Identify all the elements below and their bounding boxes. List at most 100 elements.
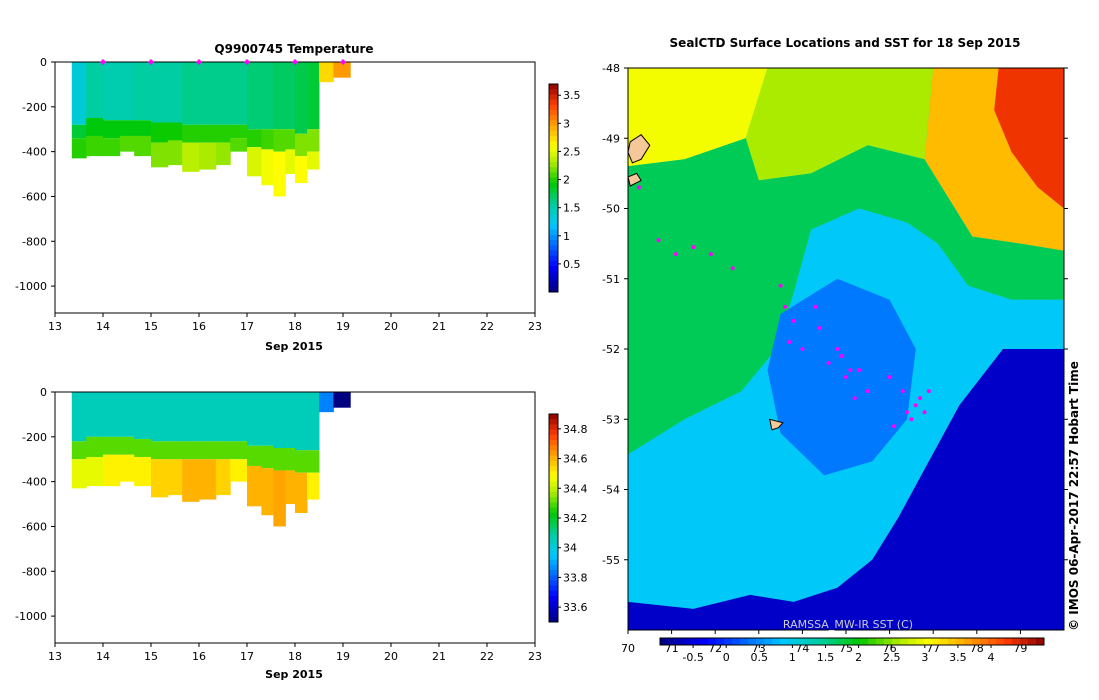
colorbar-cell (549, 141, 558, 147)
temperature-section-plot: Q9900745 Temperature 0 -200 -400 -600 -800 -1… (15, 42, 580, 353)
profile-cell (86, 135, 104, 157)
colorbar-cell (549, 533, 558, 540)
seal-location-point (636, 185, 641, 190)
kerguelen-south (628, 172, 642, 187)
x-tick-label: 23 (528, 320, 542, 333)
colorbar-cell (549, 523, 558, 529)
colorbar-cell (549, 450, 558, 457)
profile-cell (119, 120, 135, 136)
colorbar-cell (549, 601, 558, 607)
colorbar-cell (692, 638, 701, 645)
colorbar-tick-label: 1.5 (817, 651, 835, 664)
profile-cell (247, 129, 262, 148)
profile-cell (273, 392, 286, 449)
colorbar-cell (948, 638, 957, 645)
profile-cell (307, 392, 320, 451)
profile-cell (215, 459, 231, 496)
map-title: SealCTD Surface Locations and SST for 18… (670, 36, 1021, 50)
lat-tick-label: -50 (602, 203, 620, 216)
seal-location-point (817, 325, 822, 330)
y-tick-label: -400 (22, 146, 47, 159)
colorbar-cell (988, 638, 997, 645)
colorbar-frame (659, 637, 1045, 646)
profile-cell (273, 151, 286, 197)
colorbar-cell (549, 419, 558, 425)
seal-location-point (778, 283, 783, 288)
profile-cell (295, 472, 308, 514)
lat-tick-label: -48 (602, 62, 620, 75)
colorbar-cell (788, 638, 797, 645)
colorbar-cell (549, 193, 558, 199)
profile-cell (103, 62, 121, 121)
colorbar-tick-label: 34.4 (563, 482, 588, 495)
colorbar-cell (549, 549, 558, 555)
salinity-y-axis: 0 -200 -400 -600 -800 -1000 (15, 386, 55, 623)
colorbar-cell (812, 638, 821, 645)
profile-cell (119, 454, 135, 482)
profile-cell (261, 129, 274, 150)
sst-product-label: RAMSSA_MW-IR SST (C) (783, 618, 913, 631)
profile-cell (86, 392, 104, 437)
profile-cell (167, 441, 183, 460)
seal-location-point (918, 396, 923, 401)
profile-cell (86, 62, 104, 119)
colorbar-tick-label: 4 (988, 651, 995, 664)
colorbar-cell (972, 638, 981, 645)
colorbar-cell (708, 638, 717, 645)
profile-cell (199, 124, 217, 143)
sst-zone (994, 68, 1064, 209)
profile-cell (295, 133, 308, 157)
profile-cell (182, 62, 200, 125)
profile-cell (285, 448, 296, 471)
y-tick-label: -200 (22, 431, 47, 444)
temperature-plot-title: Q9900745 Temperature (214, 42, 373, 56)
profile-cell (167, 459, 183, 496)
profile-cell (134, 456, 152, 487)
colorbar-cell (549, 440, 558, 446)
profile-cell (119, 436, 135, 455)
salinity-profile-cells (71, 392, 351, 527)
seal-location-point (887, 375, 892, 380)
colorbar-tick-label: 0 (723, 651, 730, 664)
colorbar-tick-label: 2.5 (563, 145, 581, 158)
profile-cell (71, 459, 87, 489)
seal-location-point (852, 396, 857, 401)
colorbar-cell (549, 208, 558, 215)
seal-location-point (656, 238, 661, 243)
profile-cell (86, 436, 104, 457)
colorbar-cell (549, 110, 558, 116)
colorbar-cell (549, 271, 558, 277)
colorbar-cell (549, 590, 558, 597)
profile-cell (307, 62, 320, 130)
y-tick-label: 0 (40, 56, 47, 69)
profile-cell (199, 142, 217, 170)
x-tick-label: 20 (384, 320, 398, 333)
colorbar-cell (549, 234, 558, 241)
colorbar-cell (549, 224, 558, 231)
sst-zone (745, 68, 934, 181)
profile-cell (230, 441, 248, 460)
colorbar-cell (549, 616, 558, 623)
seal-location-point (826, 361, 831, 366)
lat-tick-label: -52 (602, 343, 620, 356)
colorbar-cell (828, 638, 837, 645)
colorbar-tick-label: 2 (855, 651, 862, 664)
colorbar-cell (732, 638, 741, 645)
x-tick-label: 21 (432, 320, 446, 333)
y-tick-label: -1000 (15, 610, 47, 623)
lat-tick-label: -53 (602, 413, 620, 426)
profile-cell (230, 138, 248, 152)
colorbar-cell (549, 445, 558, 451)
profile-cell (119, 135, 135, 152)
profile-cell (182, 392, 200, 442)
seal-location-point (813, 304, 818, 309)
profile-cell (182, 441, 200, 460)
profile-cell (295, 450, 308, 473)
colorbar-cell (549, 115, 558, 121)
colorbar-cell (549, 214, 558, 220)
profile-marker (340, 59, 346, 65)
profile-cell (151, 392, 169, 442)
profile-cell (199, 441, 217, 460)
profile-cell (151, 122, 169, 143)
profile-cell (333, 392, 351, 408)
